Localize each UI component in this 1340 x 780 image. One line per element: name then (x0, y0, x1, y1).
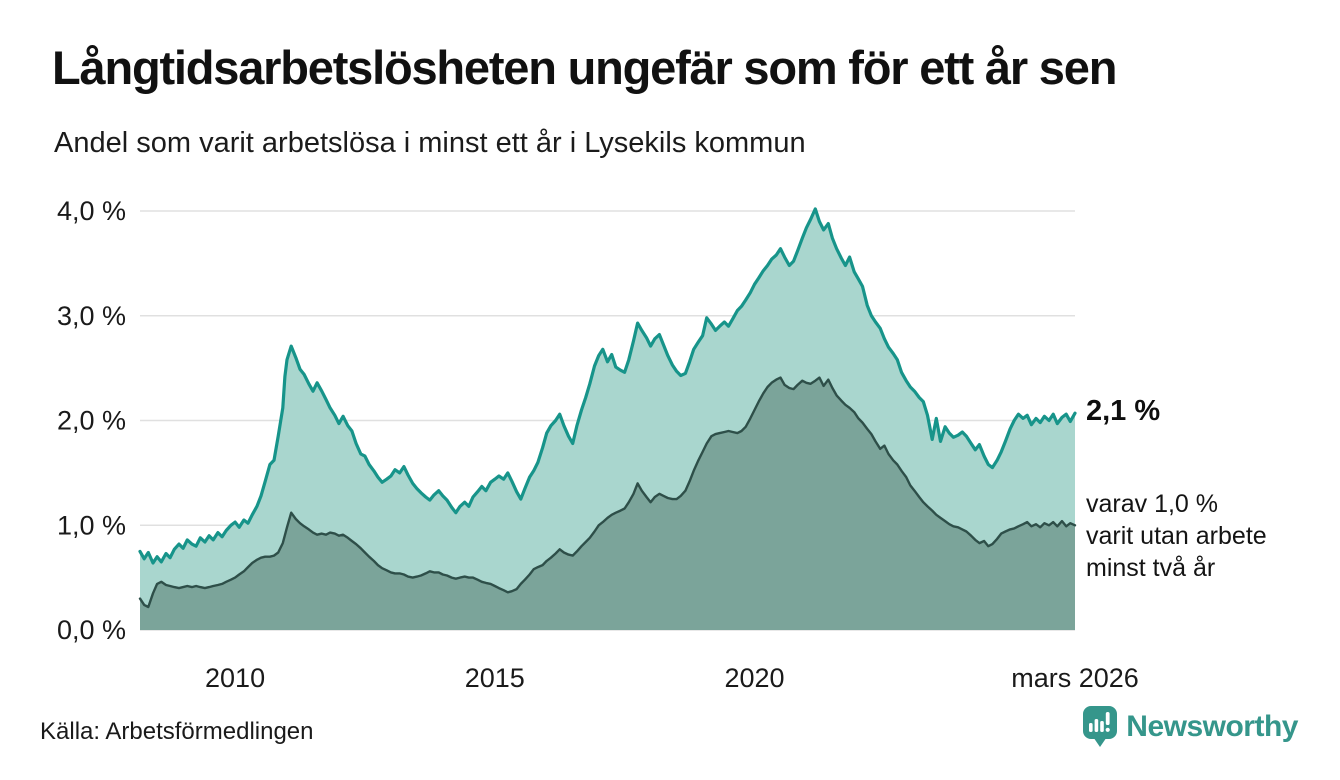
x-axis-tick-label: 2015 (465, 663, 525, 693)
series2-annotation: varav 1,0 % varit utan arbete minst två … (1086, 488, 1267, 584)
series-2-area (140, 377, 1075, 630)
page-subtitle: Andel som varit arbetslösa i minst ett å… (54, 127, 806, 159)
bar-chart-speech-bubble-icon (1083, 706, 1118, 747)
source-caption: Källa: Arbetsförmedlingen (40, 718, 314, 745)
series-end-value-label: 2,1 % (1086, 395, 1161, 427)
page-title: Långtidsarbetslösheten ungefär som för e… (52, 41, 1117, 94)
y-axis-tick-label: 3,0 % (57, 301, 126, 331)
x-axis-tick-label: 2010 (205, 663, 265, 693)
y-axis-tick-label: 2,0 % (57, 406, 126, 436)
series-1-line (138, 207, 1077, 565)
y-axis-tick-label: 0,0 % (57, 615, 126, 645)
newsworthy-wordmark: Newsworthy (1126, 709, 1298, 743)
x-axis-tick-label: 2020 (724, 663, 784, 693)
series-2-line (138, 376, 1077, 609)
y-axis-tick-label: 4,0 % (57, 196, 126, 226)
annotation-line-2: varit utan arbete (1086, 522, 1267, 550)
newsworthy-logo: Newsworthy (1083, 706, 1298, 747)
x-axis-tick-label: mars 2026 (1011, 663, 1139, 693)
annotation-line-3: minst två år (1086, 554, 1216, 582)
annotation-line-1: varav 1,0 % (1086, 490, 1219, 518)
y-axis-tick-label: 1,0 % (57, 510, 126, 540)
